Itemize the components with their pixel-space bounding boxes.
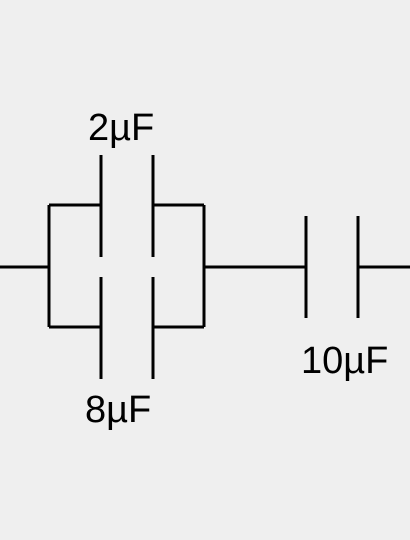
capacitor-8uF-label: 8µF [85, 389, 151, 431]
capacitor-10uF: 10µF [204, 216, 410, 382]
capacitor-8uF: 8µF [49, 277, 204, 431]
capacitor-2uF: 2µF [49, 107, 204, 257]
capacitor-2uF-label: 2µF [88, 107, 154, 149]
capacitor-10uF-label: 10µF [301, 340, 388, 382]
